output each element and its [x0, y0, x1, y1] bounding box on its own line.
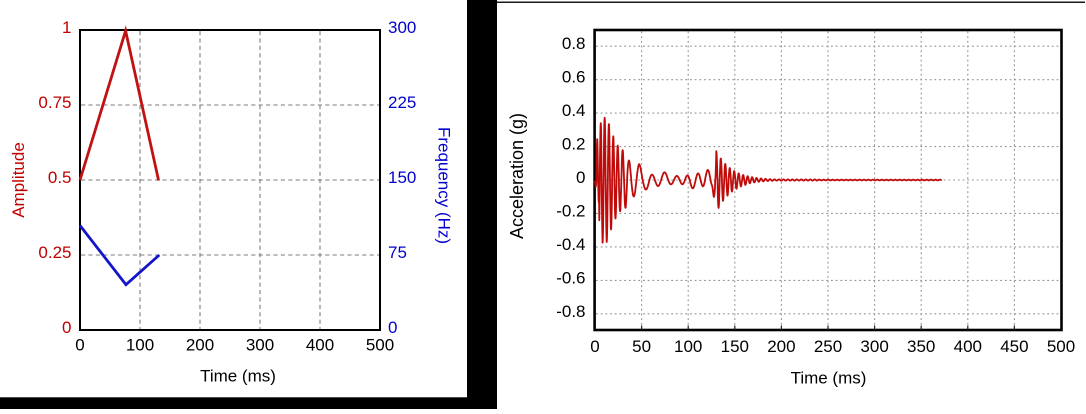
svg-text:Time (ms): Time (ms)	[791, 369, 867, 388]
svg-text:Frequency (Hz): Frequency (Hz)	[435, 127, 454, 244]
svg-text:225: 225	[388, 93, 416, 112]
svg-text:250: 250	[814, 337, 842, 356]
svg-text:0.8: 0.8	[562, 34, 586, 53]
svg-text:0: 0	[75, 336, 84, 355]
svg-text:300: 300	[860, 337, 888, 356]
svg-text:300: 300	[246, 336, 274, 355]
svg-text:100: 100	[126, 336, 154, 355]
svg-text:200: 200	[767, 337, 795, 356]
svg-text:200: 200	[186, 336, 214, 355]
svg-text:100: 100	[674, 337, 702, 356]
svg-text:-0.2: -0.2	[556, 201, 585, 220]
svg-text:0.75: 0.75	[38, 93, 71, 112]
svg-text:0.6: 0.6	[562, 68, 586, 87]
svg-text:50: 50	[632, 337, 651, 356]
svg-text:-0.8: -0.8	[556, 302, 585, 321]
svg-text:0.25: 0.25	[38, 243, 71, 262]
svg-text:Amplitude: Amplitude	[9, 142, 28, 218]
svg-text:-0.4: -0.4	[556, 235, 585, 254]
svg-text:1: 1	[62, 18, 71, 37]
svg-text:450: 450	[1000, 337, 1028, 356]
svg-text:Acceleration (g): Acceleration (g)	[507, 113, 527, 239]
svg-text:150: 150	[388, 168, 416, 187]
svg-text:75: 75	[388, 243, 407, 262]
svg-text:-0.6: -0.6	[556, 268, 585, 287]
svg-text:0.4: 0.4	[562, 101, 586, 120]
svg-text:300: 300	[388, 18, 416, 37]
svg-text:0: 0	[576, 168, 585, 187]
svg-text:500: 500	[366, 336, 394, 355]
svg-text:0: 0	[388, 318, 397, 337]
svg-text:0.2: 0.2	[562, 135, 586, 154]
svg-text:150: 150	[721, 337, 749, 356]
svg-text:400: 400	[954, 337, 982, 356]
svg-text:0: 0	[62, 318, 71, 337]
svg-text:0.5: 0.5	[48, 168, 72, 187]
svg-text:400: 400	[306, 336, 334, 355]
svg-text:Time (ms): Time (ms)	[200, 367, 276, 386]
svg-text:0: 0	[590, 337, 599, 356]
svg-text:500: 500	[1047, 337, 1075, 356]
svg-text:350: 350	[907, 337, 935, 356]
